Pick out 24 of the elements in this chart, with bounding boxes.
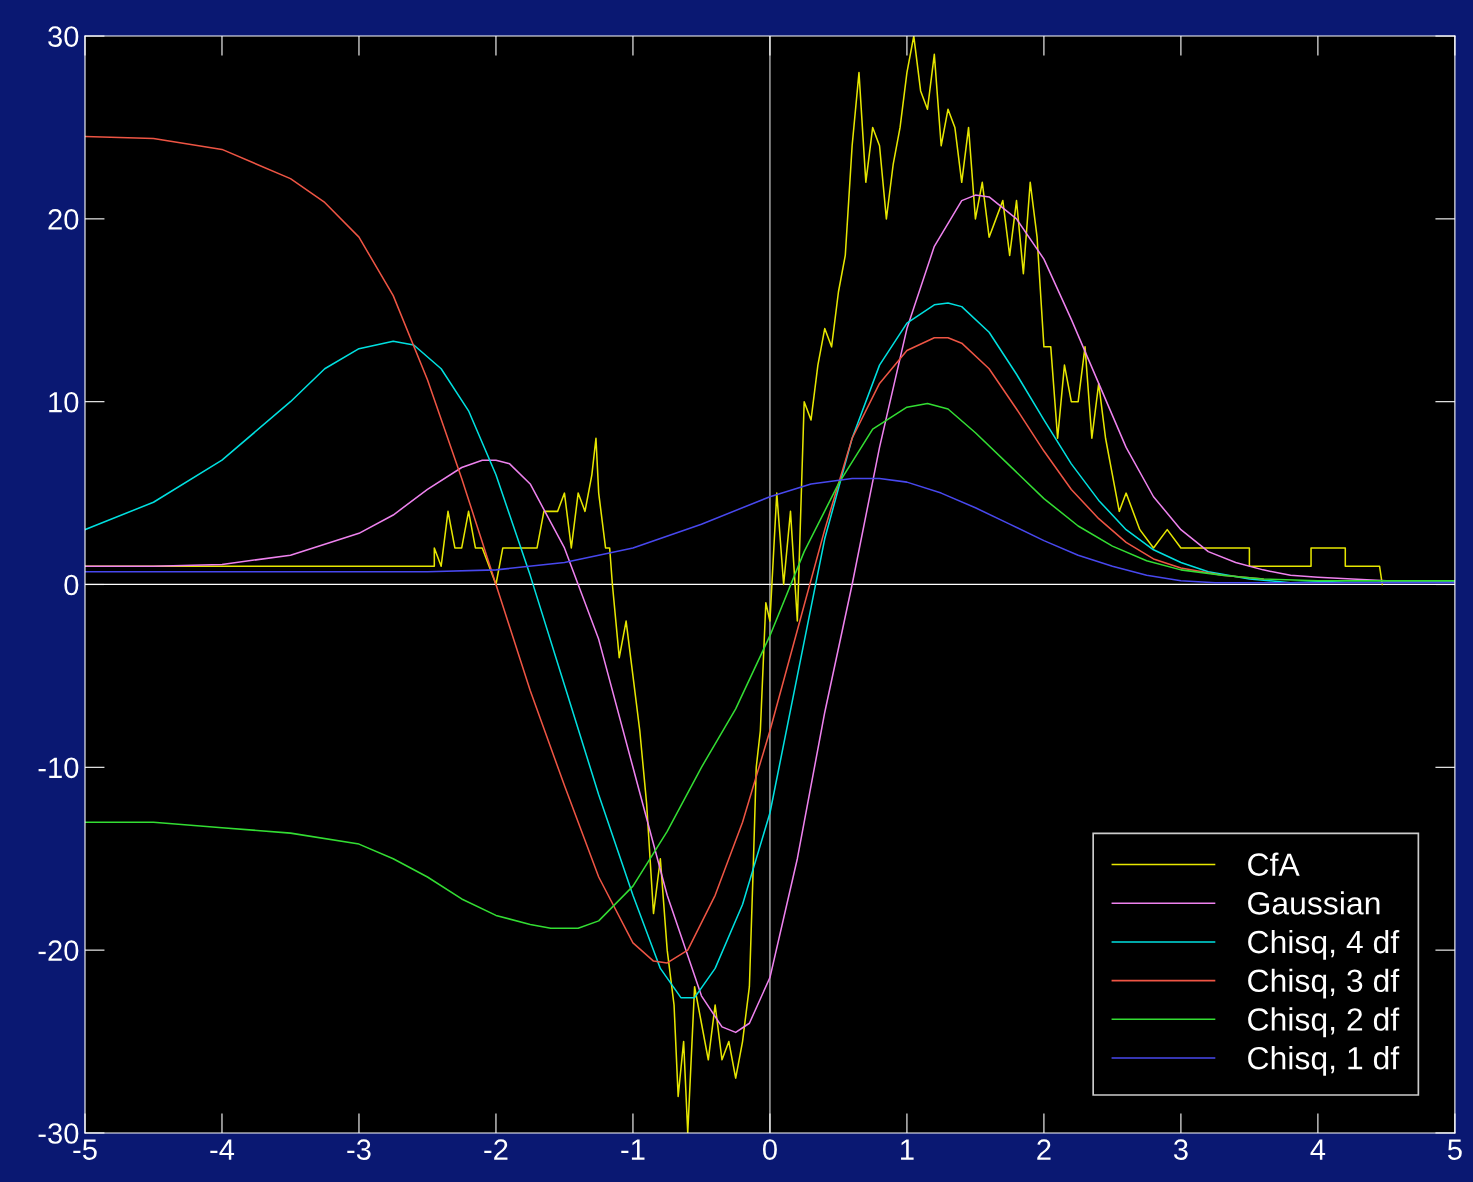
y-tick-label: 20 xyxy=(48,209,79,230)
x-tick-label: -4 xyxy=(210,1139,235,1160)
y-tick-label: 0 xyxy=(64,574,79,596)
y-tick-label: 10 xyxy=(49,391,79,413)
legend-label: Chisq, 2 df xyxy=(1248,1007,1400,1038)
legend-label: Chisq, 3 df xyxy=(1248,968,1400,999)
y-tick-label: -20 xyxy=(38,940,79,961)
x-tick-label: -1 xyxy=(621,1139,645,1160)
x-tick-label: 2 xyxy=(1037,1139,1051,1160)
x-tick-label: -2 xyxy=(484,1139,508,1160)
legend-label: Chisq, 4 df xyxy=(1248,929,1400,960)
line-series xyxy=(84,477,1455,584)
x-tick-label: 5 xyxy=(1447,1139,1462,1160)
legend-label: Chisq, 1 df xyxy=(1248,1046,1400,1076)
legend-label: CfA xyxy=(1248,852,1300,876)
line-series xyxy=(84,402,1455,929)
legend-label: Gaussian xyxy=(1248,891,1380,915)
x-tick-label: 1 xyxy=(901,1139,914,1160)
x-tick-label: 3 xyxy=(1173,1139,1188,1160)
x-tick-label: 0 xyxy=(762,1139,777,1160)
x-tick-label: 4 xyxy=(1310,1139,1326,1160)
y-tick-label: -10 xyxy=(38,757,79,779)
x-tick-label: -3 xyxy=(347,1139,371,1160)
y-tick-label: 30 xyxy=(48,26,79,47)
